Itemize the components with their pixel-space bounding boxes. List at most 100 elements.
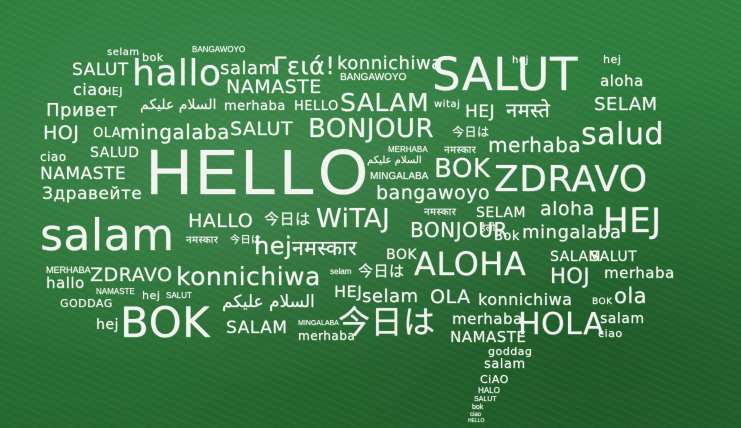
- word-konnichiwa-jp-2: 今日は: [264, 210, 311, 228]
- word-ciao-3: ciao: [598, 327, 623, 340]
- word-ciao: ciao: [73, 80, 108, 99]
- word-ola: OLA: [93, 126, 122, 141]
- word-hej-4: hej: [254, 232, 293, 260]
- word-bonjour: BONJOUR: [308, 114, 435, 144]
- word-salut-2: SALUT: [230, 118, 294, 140]
- word-bok-large: BOK: [120, 298, 211, 347]
- word-hej-7: hej: [96, 317, 119, 333]
- word-geia: Γειά!: [273, 52, 336, 80]
- word-hello-large: HELLO: [146, 136, 371, 208]
- word-ciao-2: ciao: [40, 150, 67, 164]
- word-salam-large: salam: [40, 210, 175, 261]
- word-hej-5: HEJ: [334, 282, 363, 301]
- word-salut: SALUT: [72, 60, 129, 80]
- word-konnichiwa-2: konnichiwa: [176, 262, 321, 291]
- word-aloha: aloha: [600, 72, 644, 90]
- word-hej-small: hej: [603, 53, 622, 66]
- word-bok-tiny: bok: [472, 404, 484, 411]
- word-mingalaba-small: MINGALABA: [298, 320, 339, 327]
- word-bok-2: Bok: [494, 229, 520, 244]
- word-merhaba-2: merhaba: [488, 133, 582, 157]
- word-bangawoyo-3: bangawoyo: [376, 182, 490, 204]
- word-merhaba-5: merhaba: [452, 310, 523, 328]
- word-hej-2: HEJ: [103, 85, 123, 98]
- word-ola-2: OLA: [430, 286, 471, 308]
- word-konnichiwa: konnichiwa: [337, 53, 443, 74]
- word-selam-small: selam: [330, 267, 352, 276]
- word-ola-lower: ola: [614, 284, 648, 308]
- word-goddag: GODDAG: [60, 297, 113, 310]
- word-mingalaba-2: mingalaba: [522, 222, 622, 243]
- word-konnichiwa-jp-4: 今日は: [358, 262, 405, 280]
- word-salut-small: SALUT: [166, 291, 192, 300]
- word-assalamu-alaikum-3: السلام عليكم: [222, 292, 315, 312]
- word-hello-hindi: हेलो: [480, 223, 496, 234]
- word-merhaba-3: merhaba: [604, 264, 675, 282]
- word-hoj-2: HOJ: [550, 264, 591, 288]
- word-hej-large: HEJ: [603, 201, 662, 241]
- word-salut-tiny: SALUT: [474, 396, 497, 403]
- word-selam-3: selam: [362, 286, 419, 307]
- word-ciao-tiny: ciao: [470, 412, 482, 418]
- word-bonjour-2: BONJOUR: [410, 218, 508, 242]
- word-halo: HALO: [478, 386, 500, 395]
- word-bok-small: BOK: [592, 297, 613, 307]
- word-salam-4: SALAM: [226, 318, 288, 338]
- word-namaskar: नमस्कार: [444, 145, 477, 156]
- word-konnichiwa-jp: 今日は: [452, 125, 490, 139]
- word-namaste-3: NAMASTE: [450, 328, 527, 346]
- word-assalamu-alaikum-2: السلام عليكم: [367, 155, 422, 166]
- word-namaskar-2: नमस्कार: [424, 207, 457, 218]
- word-assalamu-alaikum: السلام عليكم: [140, 97, 217, 113]
- word-mingalaba-caps: MINGALABA: [370, 171, 429, 182]
- word-salut-3: SALUT: [590, 249, 638, 265]
- word-salud-caps: SALUD: [90, 145, 140, 161]
- word-hello-tiny: HELLO: [468, 418, 485, 424]
- word-hello-small: HELLO: [294, 99, 339, 114]
- word-zdravo: ZDRAVO: [494, 159, 648, 200]
- word-konnichiwa-jp-3: 今日は: [230, 235, 262, 246]
- word-hallo: hallo: [132, 53, 222, 94]
- word-zdraveite: Здравейте: [42, 184, 143, 204]
- word-salam-6: salam: [484, 357, 526, 372]
- word-merhaba-4: merhaba: [298, 329, 356, 343]
- word-privet: Привет: [46, 100, 118, 121]
- word-hola: HOLA: [518, 307, 605, 342]
- word-bangawoyo-2: BANGAWOYO: [340, 72, 407, 83]
- word-namaskar-3: नमस्कार: [186, 235, 219, 246]
- word-merhaba-caps: MERHABA: [46, 265, 91, 275]
- word-hallo-caps: HALLO: [188, 210, 254, 232]
- word-namaste-2: NAMASTE: [40, 164, 127, 184]
- word-hoj: HOJ: [43, 122, 80, 144]
- word-selam-2: SELAM: [476, 205, 527, 221]
- word-bok-caps: BOK: [434, 154, 491, 184]
- word-konnichiwa-3: konnichiwa: [478, 290, 573, 309]
- word-salut-large: SALUT: [432, 48, 578, 101]
- word-hej: hej: [512, 55, 529, 66]
- word-salam: salam: [220, 58, 277, 79]
- word-konnichiwa-jp-large: 今日は: [338, 303, 436, 341]
- word-aloha-2: aloha: [540, 198, 595, 220]
- word-namaste-hindi: नमस्ते: [506, 98, 551, 122]
- word-bangawoyo: BANGAWOYO: [192, 45, 246, 54]
- word-aloha-large: ALOHA: [414, 245, 527, 283]
- word-selam-caps: SELAM: [594, 94, 658, 115]
- word-witaj-caps: WiTAJ: [316, 204, 391, 234]
- word-salam-3: SALAM: [550, 249, 602, 265]
- word-namaskar-large: नमस्कार: [292, 236, 358, 260]
- word-namaste-small: NAMASTE: [96, 287, 135, 296]
- word-namaste: NAMASTE: [226, 76, 322, 98]
- word-hej-3: HEJ: [465, 102, 496, 122]
- word-salam-caps: SALAM: [340, 88, 430, 117]
- word-merhaba-small: MERHABA: [388, 145, 428, 154]
- word-hallo-2: hallo: [46, 274, 85, 292]
- word-salud: salud: [581, 117, 664, 152]
- word-witaj: witaj: [434, 99, 461, 110]
- word-hej-6: hej: [142, 289, 161, 302]
- word-zdravo-2: ZDRAVO: [90, 264, 173, 286]
- word-goddag-2: goddag: [488, 345, 533, 358]
- word-bok-3: BOK: [386, 247, 418, 263]
- word-bok: bok: [142, 51, 164, 64]
- word-ciao-caps: CiAO: [480, 373, 509, 386]
